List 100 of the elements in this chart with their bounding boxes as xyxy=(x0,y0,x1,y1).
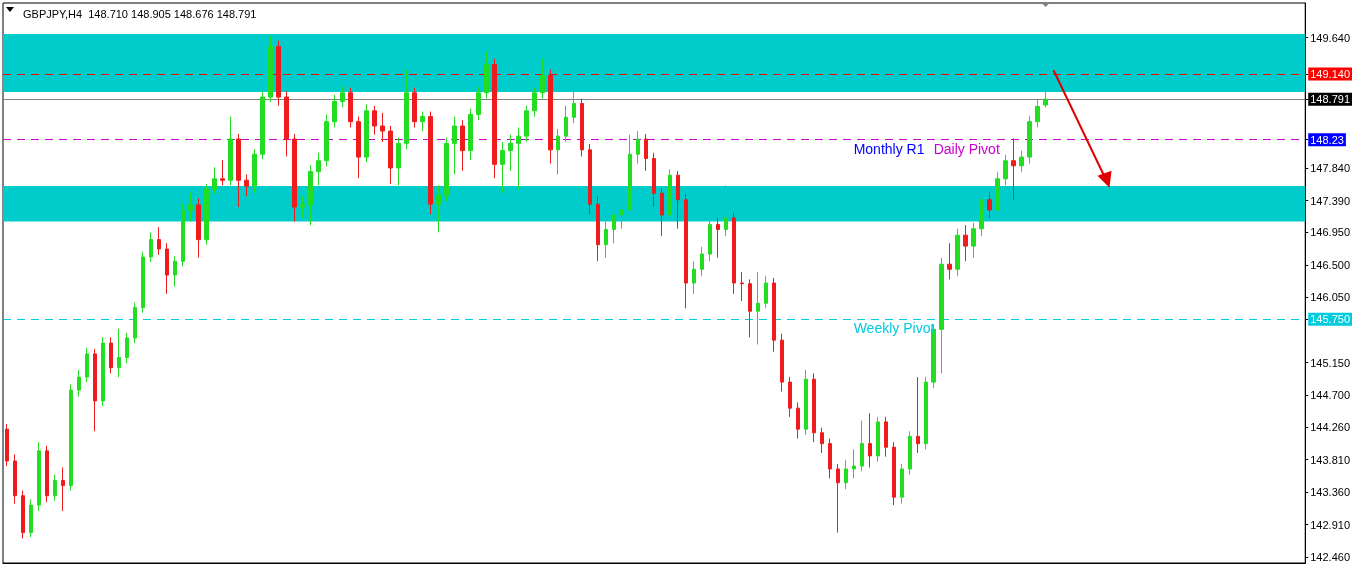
candlestick xyxy=(212,166,217,195)
y-tick-label: 148.23 xyxy=(1310,133,1344,146)
candlestick xyxy=(508,134,513,172)
candlestick xyxy=(947,242,952,280)
candlestick xyxy=(884,416,888,458)
candlestick xyxy=(141,251,145,314)
candlestick xyxy=(939,257,944,374)
candlestick xyxy=(548,69,553,165)
candlestick xyxy=(804,369,808,436)
candlestick xyxy=(101,336,105,407)
candlestick xyxy=(995,171,1000,217)
candlestick xyxy=(484,50,489,99)
candlestick xyxy=(300,195,305,219)
candlestick xyxy=(460,119,465,172)
candlestick xyxy=(588,143,592,215)
candlestick xyxy=(987,192,992,219)
candlestick xyxy=(53,474,57,502)
candlestick xyxy=(21,490,25,539)
candlestick xyxy=(93,348,97,432)
candlestick xyxy=(117,328,121,378)
candlestick xyxy=(628,134,632,217)
candlestick xyxy=(1011,137,1016,201)
candlestick xyxy=(372,105,377,136)
candlestick xyxy=(316,152,321,186)
candlestick xyxy=(580,98,584,157)
candlestick xyxy=(868,412,872,468)
candlestick xyxy=(764,275,768,309)
candlestick xyxy=(820,427,824,454)
candlestick xyxy=(963,224,968,262)
candlestick xyxy=(468,108,473,161)
candlestick xyxy=(540,58,545,99)
candlestick xyxy=(420,111,425,132)
candlestick xyxy=(772,277,776,353)
candlestick xyxy=(492,58,497,179)
candlestick xyxy=(276,40,281,107)
y-tick-label: 146.950 xyxy=(1310,226,1350,239)
candlestick xyxy=(860,419,864,472)
candlestick xyxy=(340,85,345,108)
candlestick xyxy=(524,105,529,143)
candlestick xyxy=(196,197,201,259)
candlestick xyxy=(69,383,73,492)
candlestick xyxy=(828,438,832,479)
candlestick xyxy=(444,137,449,202)
candlestick xyxy=(428,111,433,215)
candlestick xyxy=(109,336,113,374)
candlestick xyxy=(268,35,273,103)
candlestick xyxy=(708,217,712,262)
candlestick xyxy=(388,125,393,185)
candlestick xyxy=(348,87,353,128)
candlestick xyxy=(204,183,209,246)
y-tick-label: 146.500 xyxy=(1310,258,1350,271)
y-tick-label: 143.810 xyxy=(1310,453,1350,466)
candlestick xyxy=(13,453,17,505)
candlestick xyxy=(900,463,904,505)
candlestick xyxy=(125,332,129,364)
y-tick-label: 142.910 xyxy=(1310,518,1350,531)
candlestick xyxy=(740,271,744,302)
candlestick xyxy=(796,401,800,440)
y-tick-label: 145.150 xyxy=(1310,356,1350,369)
candlestick xyxy=(852,448,856,479)
candlestick xyxy=(924,376,928,450)
candlestick xyxy=(692,260,696,295)
candlestick xyxy=(676,170,680,230)
candlestick xyxy=(516,126,521,190)
candlestick xyxy=(788,376,792,418)
candlestick xyxy=(324,113,329,168)
chart-title: GBPJPY,H4 148.710 148.905 148.676 148.791 xyxy=(23,7,257,20)
candlestick xyxy=(644,133,648,172)
candlestick xyxy=(684,193,688,309)
candlestick xyxy=(37,441,41,512)
candlestick xyxy=(292,133,297,222)
ref-line-label: Monthly R1 xyxy=(853,140,925,157)
candlestick xyxy=(836,463,840,534)
candlestick xyxy=(532,87,537,118)
candlestick xyxy=(620,199,624,230)
candlestick xyxy=(149,231,153,263)
candlestick xyxy=(652,152,656,208)
candlestick xyxy=(1027,115,1032,165)
candlestick xyxy=(1019,150,1024,173)
candlestick xyxy=(572,87,576,124)
candlestick xyxy=(284,90,289,157)
y-tick-label: 146.050 xyxy=(1310,291,1350,304)
candlestick xyxy=(173,255,177,288)
candlestick xyxy=(564,105,568,143)
y-tick-label: 144.700 xyxy=(1310,389,1350,402)
candlestick xyxy=(668,168,672,222)
y-tick-label: 149.640 xyxy=(1310,31,1350,44)
candlestick xyxy=(260,90,265,160)
y-tick-label: 143.360 xyxy=(1310,486,1350,499)
y-tick-label: 144.260 xyxy=(1310,420,1350,433)
candlestick xyxy=(220,159,225,186)
candlestick xyxy=(700,246,704,277)
candlestick xyxy=(356,116,361,179)
y-tick-label: 142.460 xyxy=(1310,551,1350,564)
candlestick xyxy=(404,69,409,150)
candlestick xyxy=(157,226,161,256)
candlestick xyxy=(476,86,481,121)
candlestick xyxy=(85,347,89,383)
y-tick-label: 147.390 xyxy=(1310,194,1350,207)
candlestick xyxy=(412,87,417,128)
